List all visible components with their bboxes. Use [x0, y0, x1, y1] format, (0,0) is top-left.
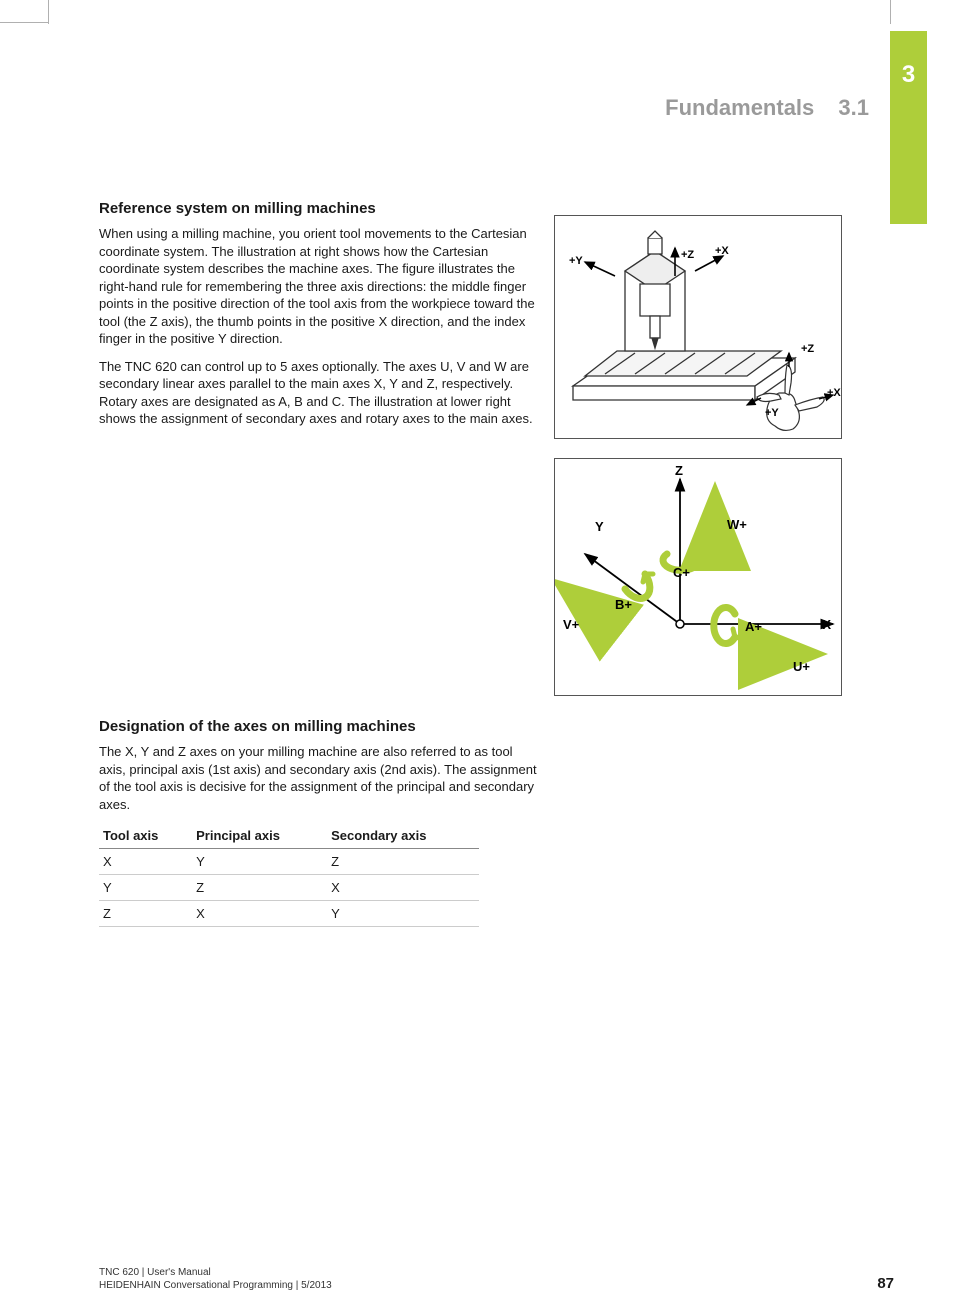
table-row: Z X Y	[99, 901, 479, 927]
crop-mark	[890, 0, 891, 24]
table-cell: X	[327, 875, 479, 901]
footer-line: HEIDENHAIN Conversational Programming | …	[99, 1279, 332, 1292]
table-cell: Y	[99, 875, 192, 901]
axis-label: +Y	[569, 255, 583, 267]
axis-label: B+	[615, 597, 632, 612]
table-row: X Y Z	[99, 849, 479, 875]
chapter-number: 3	[890, 61, 927, 89]
axis-label: +Z	[801, 343, 814, 355]
axis-label: +Y	[765, 407, 779, 419]
figure-machine-axes: +Y +Z +X +Z	[554, 215, 842, 439]
table-header: Secondary axis	[327, 823, 479, 849]
axis-table: Tool axis Principal axis Secondary axis …	[99, 823, 479, 927]
table-row: Y Z X	[99, 875, 479, 901]
axis-label: Y	[595, 519, 604, 534]
page-number: 87	[877, 1275, 894, 1292]
axis-label: U+	[793, 659, 810, 674]
axis-label: Z	[675, 463, 683, 478]
paragraph: When using a milling machine, you orient…	[99, 225, 539, 348]
section-number: 3.1	[838, 95, 869, 120]
table-cell: Y	[192, 849, 327, 875]
heading: Reference system on milling machines	[99, 200, 539, 217]
chapter-tab: 3	[890, 31, 927, 224]
axis-label: X	[822, 617, 831, 632]
page-content: Reference system on milling machines Whe…	[99, 200, 849, 927]
table-cell: X	[192, 901, 327, 927]
footer-line: TNC 620 | User's Manual	[99, 1266, 332, 1279]
paragraph: The X, Y and Z axes on your milling mach…	[99, 743, 539, 813]
axis-label: +X	[715, 245, 729, 257]
figure-secondary-axes: Z Y X W+ C+ B+ V+ A+ U+	[554, 458, 842, 696]
axis-label: C+	[673, 565, 690, 580]
page-header: Fundamentals 3.1	[665, 95, 869, 121]
table-header: Principal axis	[192, 823, 327, 849]
table-cell: Y	[327, 901, 479, 927]
section-designation: Designation of the axes on milling machi…	[99, 718, 539, 927]
chapter-title: Fundamentals	[665, 95, 814, 120]
axis-label: V+	[563, 617, 580, 632]
table-header: Tool axis	[99, 823, 192, 849]
paragraph: The TNC 620 can control up to 5 axes opt…	[99, 358, 539, 428]
section-reference-system: Reference system on milling machines Whe…	[99, 200, 539, 428]
table-cell: Z	[99, 901, 192, 927]
table-cell: X	[99, 849, 192, 875]
table-cell: Z	[327, 849, 479, 875]
axis-label: +X	[827, 387, 841, 399]
heading: Designation of the axes on milling machi…	[99, 718, 539, 735]
crop-mark	[48, 0, 49, 24]
axis-label: A+	[745, 619, 762, 634]
footer: TNC 620 | User's Manual HEIDENHAIN Conve…	[99, 1266, 332, 1292]
axis-label: +Z	[681, 249, 694, 261]
axis-label: W+	[727, 517, 747, 532]
table-cell: Z	[192, 875, 327, 901]
crop-mark	[0, 22, 48, 23]
